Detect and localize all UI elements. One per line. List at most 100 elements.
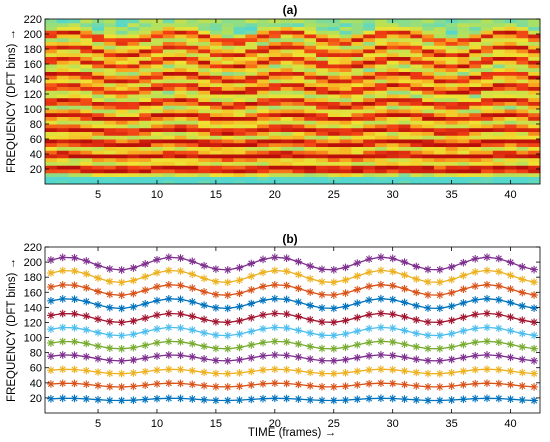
heatmap-cell	[127, 75, 140, 80]
heatmap-cell	[198, 34, 211, 39]
heatmap-cell	[375, 49, 388, 54]
heatmap-cell	[245, 150, 258, 155]
heatmap-cell	[492, 94, 506, 99]
heatmap-cell	[492, 67, 506, 72]
heatmap-cell	[56, 41, 70, 46]
heatmap-cell	[115, 26, 128, 31]
heatmap-cell	[363, 82, 376, 87]
heatmap-cell	[127, 150, 140, 155]
asterisk-marker	[494, 324, 503, 333]
heatmap-cell	[115, 41, 128, 46]
asterisk-marker	[435, 278, 444, 287]
heatmap-cell	[280, 34, 293, 39]
heatmap-cell	[516, 176, 529, 181]
asterisk-marker	[282, 267, 291, 276]
heatmap-cell	[127, 26, 140, 31]
asterisk-marker	[165, 309, 173, 318]
heatmap-cell	[115, 94, 128, 99]
heatmap-cell	[127, 131, 140, 136]
asterisk-marker	[471, 254, 480, 263]
heatmap-cell	[375, 37, 388, 42]
heatmap-cell	[245, 75, 258, 80]
heatmap-cell	[386, 172, 400, 177]
series-2	[47, 379, 538, 391]
heatmap-cell	[528, 30, 541, 35]
heatmap-cell	[280, 71, 293, 76]
heatmap-cell	[92, 109, 105, 114]
heatmap-cell	[198, 64, 211, 69]
heatmap-cell	[422, 131, 435, 136]
heatmap-cell	[292, 127, 305, 132]
heatmap-cell	[162, 45, 176, 50]
heatmap-cell	[245, 146, 258, 151]
heatmap-cell	[245, 30, 258, 35]
heatmap-cell	[198, 161, 211, 166]
series-8	[47, 294, 538, 313]
heatmap-cell	[410, 90, 423, 95]
asterisk-marker	[153, 255, 161, 264]
heatmap-cell	[245, 116, 258, 121]
asterisk-marker	[424, 356, 432, 365]
heatmap-cell	[292, 45, 305, 50]
heatmap-cell	[221, 161, 235, 166]
heatmap-cell	[422, 90, 435, 95]
heatmap-cell	[469, 176, 482, 181]
heatmap-cell	[280, 26, 293, 31]
heatmap-cell	[339, 52, 352, 57]
heatmap-cell	[481, 146, 494, 151]
heatmap-cell	[398, 19, 411, 24]
heatmap-cell	[457, 97, 470, 102]
heatmap-cell	[375, 124, 388, 129]
heatmap-cell	[375, 112, 388, 117]
heatmap-cell	[68, 154, 81, 159]
heatmap-cell	[469, 131, 482, 136]
heatmap-cell	[469, 67, 482, 72]
heatmap-cell	[492, 41, 506, 46]
heatmap-cell	[457, 52, 470, 57]
asterisk-marker	[412, 396, 421, 404]
heatmap-cell	[327, 75, 341, 80]
heatmap-cell	[103, 22, 117, 27]
asterisk-marker	[530, 265, 538, 274]
heatmap-cell	[481, 139, 494, 144]
heatmap-cell	[398, 109, 411, 114]
heatmap-cell	[127, 79, 140, 84]
heatmap-cell	[492, 146, 506, 151]
heatmap-cell	[481, 90, 494, 95]
heatmap-cell	[445, 97, 458, 102]
heatmap-cell	[316, 90, 329, 95]
asterisk-marker	[70, 351, 79, 360]
heatmap-cell	[492, 22, 506, 27]
asterisk-marker	[306, 315, 315, 324]
heatmap-cell	[386, 112, 400, 117]
heatmap-cell	[174, 97, 187, 102]
heatmap-cell	[257, 90, 270, 95]
heatmap-cell	[492, 19, 506, 24]
heatmap-cell	[469, 165, 482, 170]
heatmap-cell	[433, 75, 447, 80]
heatmap-cell	[280, 161, 293, 166]
heatmap-cell	[469, 82, 482, 87]
heatmap-cell	[481, 165, 494, 170]
heatmap-cell	[492, 37, 506, 42]
heatmap-cell	[174, 105, 187, 110]
asterisk-marker	[106, 277, 114, 286]
heatmap-cell	[45, 131, 58, 136]
heatmap-cell	[280, 19, 293, 24]
asterisk-marker	[377, 280, 385, 289]
heatmap-cell	[481, 120, 494, 125]
heatmap-cell	[115, 109, 128, 114]
heatmap-cell	[351, 45, 364, 50]
heatmap-cell	[398, 112, 411, 117]
heatmap-cell	[210, 161, 223, 166]
heatmap-cell	[127, 22, 140, 27]
heatmap-cell	[162, 52, 176, 57]
heatmap-cell	[56, 161, 70, 166]
heatmap-cell	[445, 49, 458, 54]
heatmap-cell	[457, 105, 470, 110]
heatmap-cell	[304, 176, 317, 181]
heatmap-cell	[422, 52, 435, 57]
heatmap-cell	[257, 94, 270, 99]
heatmap-cell	[386, 135, 400, 140]
heatmap-cell	[45, 60, 58, 65]
